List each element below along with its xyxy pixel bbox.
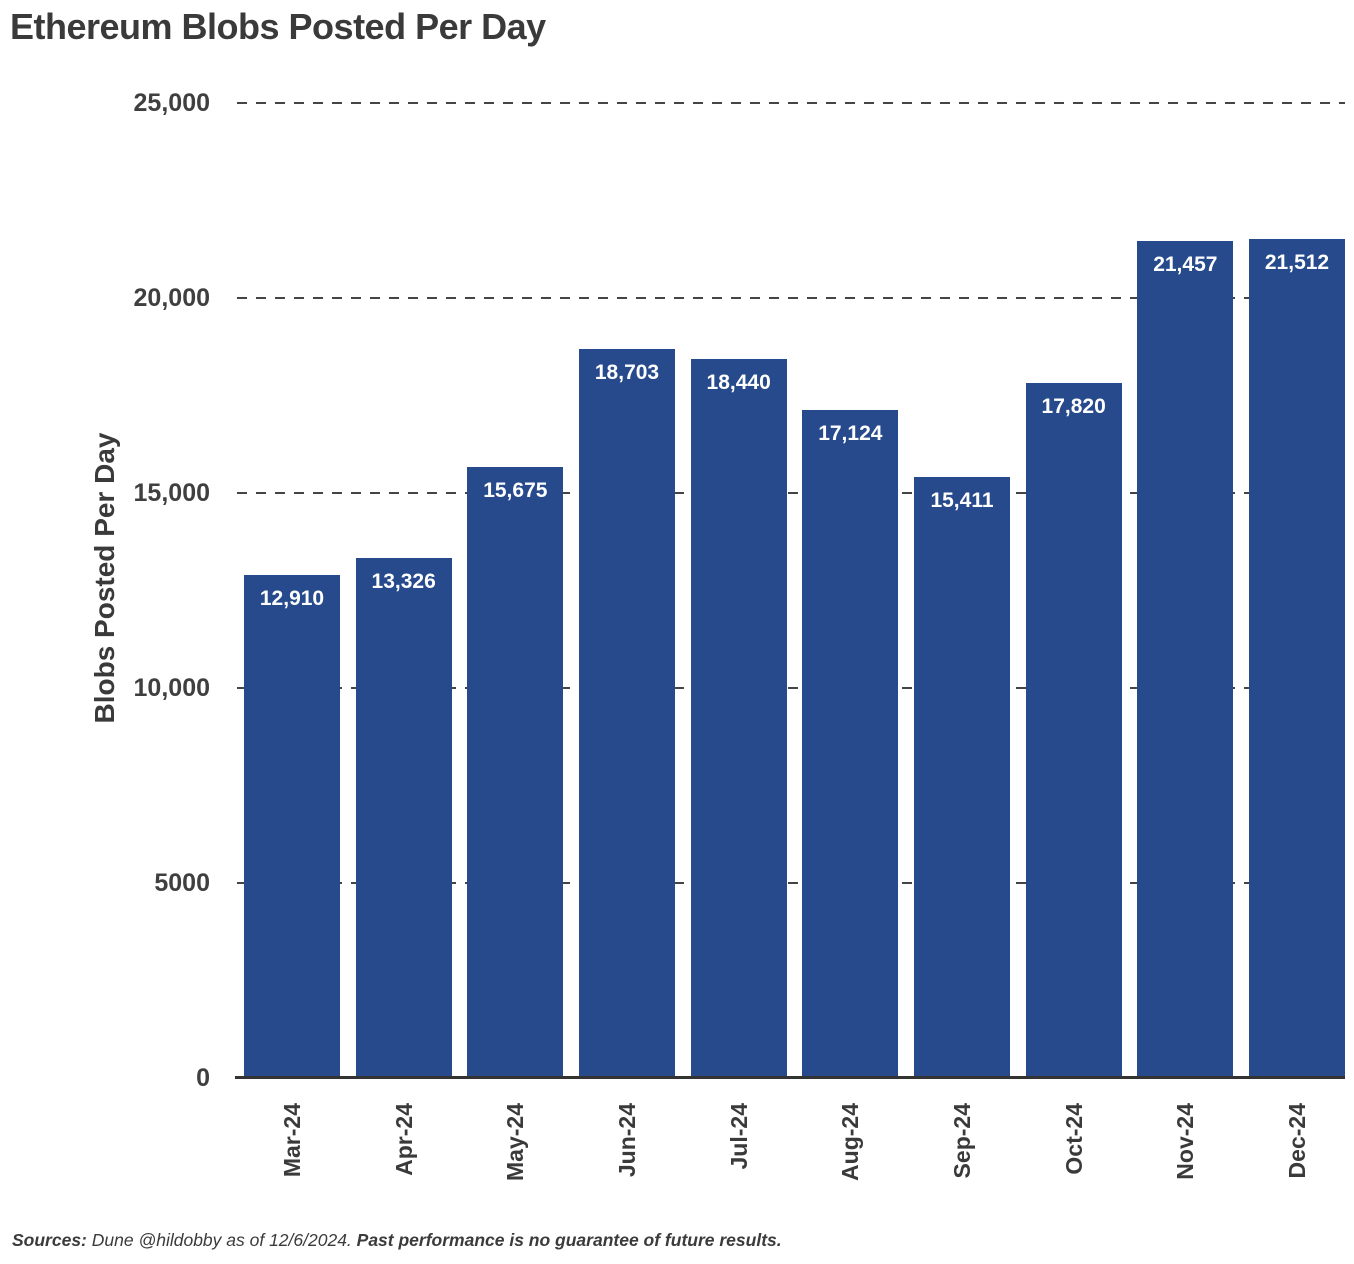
gridline [237,492,1345,494]
bar: 17,820 [1025,383,1122,1078]
x-tick-label: Sep-24 [949,1103,975,1179]
footer-sources: Sources: Dune @hildobby as of 12/6/2024.… [12,1230,782,1251]
sources-label: Sources: [12,1230,87,1250]
y-axis-title: Blobs Posted Per Day [89,432,120,724]
bar: 21,512 [1249,239,1345,1078]
bar-value-label: 15,675 [483,478,548,502]
y-tick-label: 20,000 [133,284,210,312]
bar: 15,411 [914,476,1010,1078]
gridline [237,102,1345,104]
x-tick-label: Oct-24 [1060,1103,1087,1175]
bar-value-label: 21,512 [1264,251,1330,275]
y-tick-label: 5000 [154,869,210,897]
bar: 18,703 [579,348,675,1078]
x-tick-label: Nov-24 [1172,1103,1199,1180]
bar-value-label: 17,820 [1041,395,1106,419]
bar: 13,326 [355,558,452,1078]
bar: 17,124 [802,410,899,1078]
sources-text: Dune @hildobby as of 12/6/2024. [86,1230,357,1250]
x-axis-line [235,1076,1345,1079]
gridline [237,687,1345,689]
y-tick-label: 10,000 [133,674,210,702]
bar: 15,675 [467,466,564,1078]
bar-value-label: 12,910 [259,586,325,610]
bar: 21,457 [1137,241,1234,1078]
y-tick-label: 0 [196,1064,210,1092]
bar: 18,440 [690,358,787,1078]
y-tick-label: 15,000 [133,479,210,507]
bar-value-label: 18,703 [594,360,660,384]
gridline [237,882,1345,884]
bar-value-label: 15,411 [930,488,994,512]
bar-value-label: 13,326 [371,570,436,594]
bar-value-label: 17,124 [818,422,883,446]
gridline [237,297,1345,299]
x-tick-label: Dec-24 [1284,1103,1310,1179]
bar-value-label: 21,457 [1153,253,1218,277]
x-tick-label: Aug-24 [837,1103,864,1181]
y-tick-label: 25,000 [133,89,210,117]
chart-title: Ethereum Blobs Posted Per Day [10,6,546,47]
bar: 12,910 [244,574,340,1078]
bar-value-label: 18,440 [706,370,771,394]
disclaimer-text: Past performance is no guarantee of futu… [356,1230,782,1250]
